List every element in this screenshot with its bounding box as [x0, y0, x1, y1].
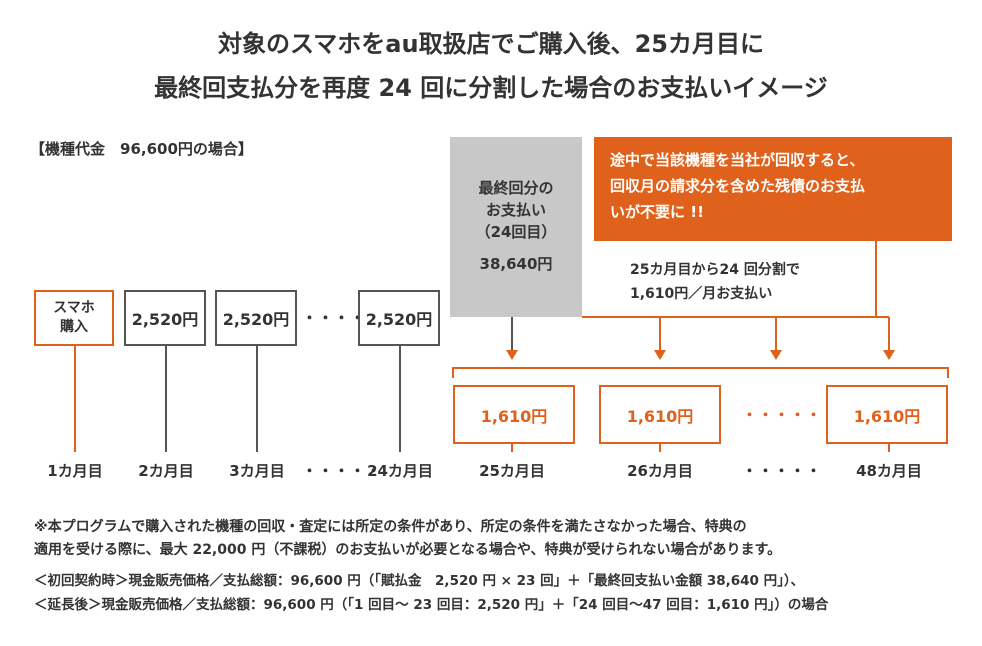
split-plan-line-2: 1,610円／月お支払い: [630, 286, 773, 302]
final-payment-block: 最終回分の お支払い （24回目） 38,640円: [450, 137, 582, 317]
footnote-line-1: ※本プログラムで購入された機種の回収・査定には所定の条件があり、所定の条件を満た…: [34, 519, 747, 535]
case-label: 【機種代金 96,600円の場合】: [30, 140, 253, 158]
arrowhead-48: [883, 350, 895, 360]
notice-line-1: 途中で当該機種を当社が回収すると、: [610, 151, 865, 169]
final-line-1: 最終回分の: [478, 179, 554, 197]
month-25: 25カ月目: [479, 462, 545, 480]
title-line-1: 対象のスマホをau取扱店でご購入後、25カ月目に: [218, 30, 764, 58]
installment-box-26: 1,610円: [599, 385, 721, 444]
final-amount: 38,640円: [479, 255, 553, 273]
footnote-line-2: 適用を受ける際に、最大 22,000 円（不課税）のお支払いが必要となる場合や、…: [34, 542, 782, 558]
final-arrowhead: [506, 350, 518, 360]
month-3: 3カ月目: [229, 462, 285, 480]
footnote-line-4: ＜延長後＞現金販売価格／支払総額：96,600 円（「1 回目〜 23 回目：2…: [34, 597, 829, 613]
footnote-line-3: ＜初回契約時＞現金販売価格／支払総額：96,600 円（「賦払金 2,520 円…: [34, 573, 805, 589]
title-line-2: 最終回支払分を再度 24 回に分割した場合のお支払いイメージ: [154, 74, 828, 102]
month-24: 24カ月目: [367, 462, 433, 480]
installment-box-48: 1,610円: [826, 385, 948, 444]
notice-box: 途中で当該機種を当社が回収すると、 回収月の請求分を含めた残債のお支払 いが不要…: [594, 137, 952, 241]
month-48: 48カ月目: [856, 462, 922, 480]
payment-box-2: 2,520円: [124, 290, 206, 346]
month-1: 1カ月目: [47, 462, 103, 480]
split-plan-line-1: 25カ月目から24 回分割で: [630, 262, 800, 278]
notice-line-3: いが不要に !!: [610, 203, 704, 221]
month-dots-left: ・・・・・: [302, 462, 383, 480]
month-2: 2カ月目: [138, 462, 194, 480]
arrowhead-mid: [770, 350, 782, 360]
notice-line-2: 回収月の請求分を含めた残債のお支払: [610, 177, 866, 195]
installment-dots: ・・・・・: [742, 406, 823, 424]
month-dots-right: ・・・・・: [742, 462, 823, 480]
purchase-line-1: スマホ: [53, 300, 95, 316]
purchase-line-2: 購入: [60, 319, 88, 335]
payment-box-24: 2,520円: [358, 290, 440, 346]
final-line-2: お支払い: [485, 201, 546, 219]
payment-box-3: 2,520円: [215, 290, 297, 346]
month-26: 26カ月目: [627, 462, 693, 480]
installment-box-25: 1,610円: [453, 385, 575, 444]
split-plan: 25カ月目から24 回分割で 1,610円／月お支払い: [630, 258, 800, 306]
final-line-3: （24回目）: [475, 223, 557, 241]
installment-bracket: [452, 367, 949, 378]
purchase-box: スマホ 購入: [34, 290, 114, 346]
arrowhead-26: [654, 350, 666, 360]
